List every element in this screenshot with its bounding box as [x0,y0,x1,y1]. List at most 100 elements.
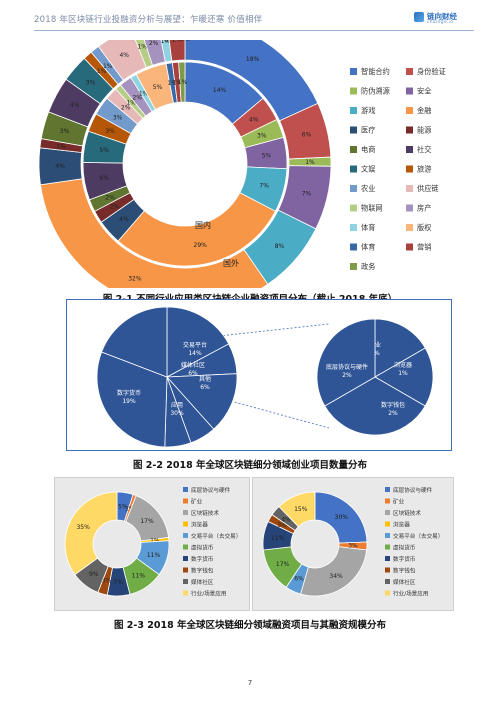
funding-ring-value-label: 17% [140,518,154,525]
funding-ring-value-label: 7% [113,579,123,586]
outer-ring-label: 国外 [223,258,239,268]
inner-ring-value-label: 14% [213,87,227,94]
legend-swatch [183,498,188,504]
pie-slice-label: 数字货币 [117,389,141,397]
outer-ring-value-label: 8% [275,243,285,250]
legend-label: 安全 [417,87,432,96]
inner-ring-value-label: 2% [105,195,115,202]
legend-swatch [350,68,357,75]
funding-ring-value-label: 3% [348,543,358,550]
legend-swatch [406,243,413,251]
funding-ring-value-label: 9% [89,571,99,578]
legend-swatch [406,146,413,153]
inner-ring-value-label: 1% [168,80,178,87]
legend-swatch [385,544,390,550]
legend-swatch [385,498,390,504]
inner-ring-value-label: 29% [194,242,208,249]
legend-label: 数字钱包 [191,567,214,575]
legend-label: 数字货币 [393,555,416,563]
funding-ring-slice [278,491,316,528]
connector-line [226,399,330,429]
legend-label: 防伪溯源 [361,87,390,96]
funding-scale-panel: 30% 3% 34% 6% 17% 11% 3% 4% 15% 底层协议与硬件 矿业 区块链技术 浏览器… [252,477,454,611]
pie-slice-value: 30% [170,410,184,417]
pie-slice-value: 1% [398,370,408,377]
logo-sub: chainge.io [427,20,454,25]
figure-2-2: 通用技术17%虚拟货币7%交易平台14%媒体社区6%其他6%应用30%数字货币1… [66,299,452,451]
funding-ring-value-label: 11% [147,552,161,559]
pie-slice [374,318,426,378]
pie-slice [374,347,434,407]
funding-ring-value-label: 6% [294,576,304,583]
pie-slice-label: 交易平台 [183,341,207,349]
legend-swatch [350,243,357,251]
legend-label: 虚拟货币 [191,544,214,552]
inner-ring-value-label: 2% [121,105,131,112]
outer-ring-value-label: 1% [160,40,170,45]
pie-slice-label: 浏览器 [394,361,412,369]
funding-ring-value-label: 17% [276,561,290,568]
startup-pie-charts: 通用技术17%虚拟货币7%交易平台14%媒体社区6%其他6%应用30%数字货币1… [96,306,434,448]
inner-ring-value-label: 7% [259,183,269,190]
figure-2-1: 18%6%1%7%8%32%4%1%3%4%3%1%1%4%1%2%1%0%0%… [20,17,480,311]
legend-swatch [183,521,188,527]
legend-swatch [406,107,413,114]
legend-label: 虚拟货币 [393,544,416,552]
brand-logo: 链向财经 chainge.io [414,11,474,27]
legend-swatch [406,224,413,231]
funding-ring-value-label: 5% [118,504,128,511]
inner-ring-value-label: 2% [110,204,120,211]
pie-slice [316,318,376,407]
funding-ring-value-label: 30% [335,514,349,521]
legend-label: 行业/场景应用 [191,590,226,598]
legend-label: 数字货币 [191,555,214,563]
outer-ring-value-label: 0% [180,40,190,43]
legend-swatch [350,146,357,153]
logo-name: 链向财经 [427,12,457,21]
inner-ring-value-label: 3% [257,132,267,139]
legend-swatch [183,579,188,584]
pie-slice-value: 14% [188,350,202,357]
legend-label: 区块链技术 [393,509,421,517]
inner-ring-value-label: 3% [113,114,123,121]
outer-ring-value-label: 4% [119,52,129,59]
legend-label: 媒体社区 [191,578,214,586]
legend-swatch [406,87,413,95]
legend-label: 旅游 [417,165,431,174]
legend-swatch [350,126,357,134]
legend-swatch [350,224,357,231]
legend-label: 电商 [361,145,375,154]
legend-label: 房产 [417,204,431,213]
legend-swatch [385,567,390,573]
legend-label: 能源 [417,126,431,135]
legend-swatch [183,510,188,515]
inner-ring-value-label: 2% [132,95,142,102]
legend-label: 交易平台（去交易） [393,532,443,540]
legend-swatch [350,204,357,212]
pie-slice-label: 其他 [199,375,211,383]
funding-count-panel: 5% 1% 17% 1% 11% 11% 7% 3% 9% 35% 底层协议与硬件 矿业 区块链技术 浏览… [54,477,250,611]
funding-scale-donut: 30%3%34%6%17%11%3%4%15%底层协议与硬件矿业区块链技术浏览器… [262,486,443,598]
legend-swatch [183,567,188,573]
inner-ring-value-label: 1% [178,79,188,86]
legend-label: 数字钱包 [393,567,416,575]
pie-slice-label: 底层协议与硬件 [326,363,368,371]
legend-swatch [406,185,413,192]
legend-swatch [385,510,390,515]
legend-swatch [183,556,188,561]
legend-label: 浏览器 [393,521,410,529]
outer-ring-value-label: 2% [149,40,159,47]
legend-swatch [350,263,357,270]
legend-label: 底层协议与硬件 [191,486,231,494]
funding-ring-value-label: 34% [329,573,343,580]
legend-swatch [385,487,390,492]
legend-label: 行业/场景应用 [393,590,428,598]
legend-swatch [385,533,390,538]
inner-ring-value-label: 1% [173,80,183,87]
legend-label: 社交 [417,145,431,154]
legend-label: 交易平台（去交易） [191,532,241,540]
inner-ring-value-label: 5% [153,84,163,91]
legend-swatch [406,68,413,75]
funding-ring-value-label: 1% [150,538,160,545]
logo-icon [414,12,424,22]
